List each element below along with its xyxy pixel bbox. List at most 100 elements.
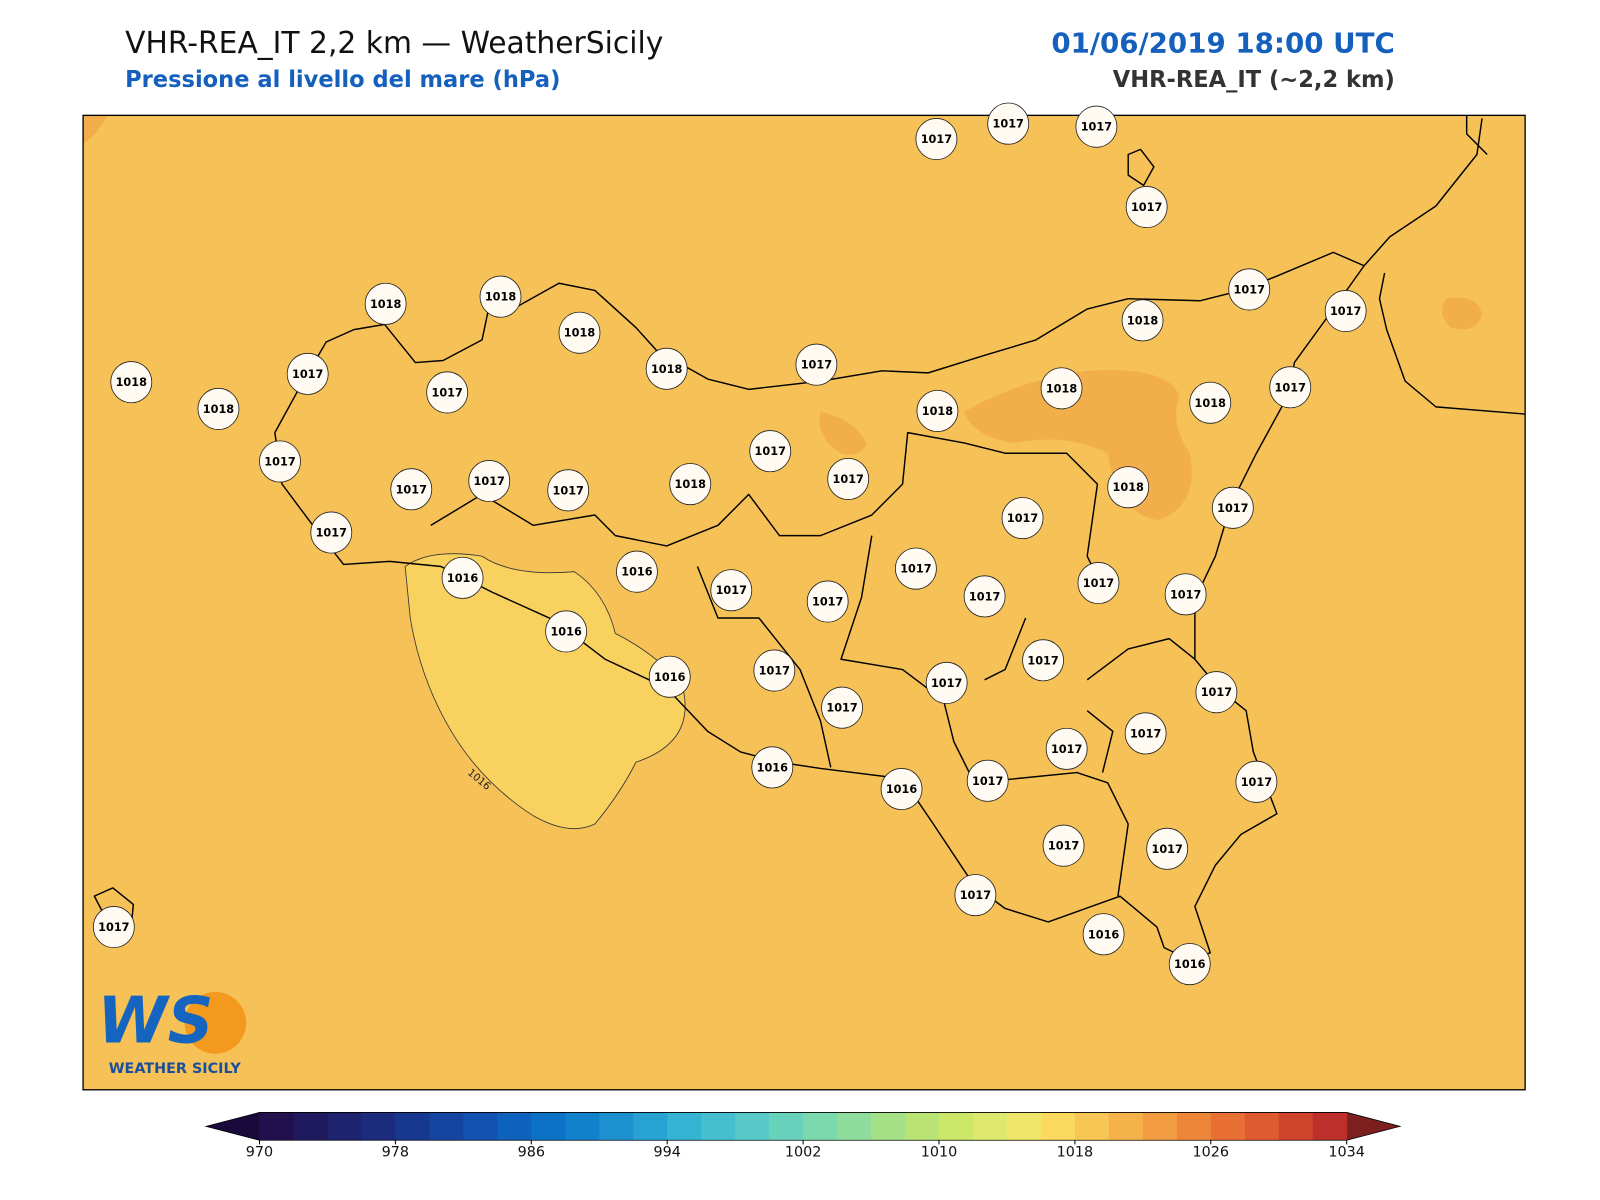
station: 1018 [916, 389, 959, 432]
station-value: 1017 [755, 445, 786, 458]
station: 1017 [1001, 497, 1044, 540]
station: 1016 [616, 550, 658, 593]
station-value: 1018 [203, 403, 235, 416]
station: 1017 [1164, 573, 1207, 616]
contour-1016 [404, 553, 686, 830]
station-value: 1017 [264, 455, 295, 468]
colorbar-bin [633, 1112, 668, 1141]
colorbar-bin [701, 1112, 736, 1141]
station: 1017 [92, 906, 135, 949]
station-value: 1017 [900, 563, 931, 576]
colorbar-bin [1176, 1112, 1212, 1141]
colorbar-bin [1278, 1112, 1314, 1141]
station-value: 1017 [553, 484, 584, 497]
station: 1017 [1077, 561, 1120, 605]
colorbar-bin [905, 1112, 940, 1141]
station: 1018 [1189, 381, 1232, 424]
station: 1017 [954, 874, 997, 917]
colorbar-tick-label: 1018 [1057, 1145, 1094, 1161]
station-marker [1164, 573, 1207, 616]
station-marker [547, 469, 590, 512]
station-value: 1017 [1151, 843, 1182, 856]
station: 1017 [753, 649, 796, 692]
model: VHR-REA_IT (~2,2 km) [1113, 67, 1395, 93]
colorbar-extend-high [1346, 1112, 1400, 1141]
colorbar-bin [599, 1112, 634, 1141]
station-marker [390, 468, 433, 511]
station-value: 1017 [960, 889, 991, 902]
station-value: 1016 [886, 783, 918, 796]
station-value: 1017 [1201, 686, 1232, 699]
station-value: 1017 [1048, 840, 1079, 853]
station-value: 1017 [1007, 512, 1038, 525]
station-value: 1018 [116, 376, 148, 389]
station-value: 1018 [1195, 397, 1227, 410]
station-marker [558, 311, 601, 354]
station-marker [468, 460, 511, 503]
colorbar-bin [769, 1112, 804, 1141]
station: 1017 [286, 352, 329, 395]
station: 1016 [648, 655, 691, 698]
station-value: 1016 [621, 566, 653, 579]
station: 1017 [1324, 290, 1367, 333]
station-marker [197, 387, 240, 430]
station-marker [710, 569, 753, 612]
colorbar-tick-label: 986 [518, 1145, 545, 1161]
logo-text: WEATHER SICILY [109, 1061, 242, 1077]
station-value: 1017 [812, 596, 843, 609]
station-marker [426, 371, 469, 414]
colorbar-tick-label: 1010 [921, 1145, 958, 1161]
station-marker [545, 610, 588, 653]
station-value: 1017 [993, 118, 1024, 131]
station-value: 1016 [1174, 958, 1206, 971]
station-marker [645, 347, 688, 390]
station-marker [110, 361, 153, 404]
station-marker [987, 102, 1030, 145]
station-marker [880, 768, 923, 811]
colorbar-bin [361, 1112, 396, 1141]
station: 1018 [197, 387, 240, 430]
station-value: 1017 [1027, 654, 1058, 667]
colorbar-bin [395, 1112, 430, 1141]
station-value: 1017 [1275, 381, 1306, 394]
station-marker [1082, 913, 1125, 956]
station-marker [925, 661, 968, 704]
station-marker [954, 874, 997, 917]
station-marker [915, 118, 958, 161]
colorbar-bin [1006, 1112, 1042, 1141]
station-marker [1235, 760, 1278, 803]
station-marker [806, 580, 849, 623]
logo-mark: WS [97, 984, 213, 1058]
station: 1017 [966, 759, 1009, 802]
colorbar-bin [1074, 1112, 1110, 1141]
colorbar-bin [565, 1112, 600, 1141]
pressure-area [1442, 297, 1483, 330]
station-value: 1017 [1051, 743, 1082, 756]
station-marker [1042, 824, 1085, 867]
colorbar: 970 978 986 994 1002 1010 1018 1026 1034 [204, 1112, 1402, 1161]
station: 1017 [1228, 268, 1271, 311]
station-value: 1017 [759, 665, 790, 678]
colorbar-tick-label: 970 [246, 1145, 273, 1161]
station-marker [1022, 639, 1064, 682]
colorbar-tick-label: 994 [653, 1145, 680, 1161]
station-marker [1121, 299, 1164, 342]
colorbar-bin [837, 1112, 872, 1141]
map-background [83, 115, 1526, 1090]
station: 1017 [1235, 760, 1278, 803]
station-marker [669, 463, 712, 506]
station: 1018 [558, 311, 601, 354]
station-marker [1189, 381, 1232, 424]
colorbar-bin [735, 1112, 770, 1141]
colorbar-bin [1210, 1112, 1246, 1141]
station-marker [648, 655, 691, 698]
logo: WS WEATHER SICILY [97, 984, 247, 1077]
station-marker [1124, 712, 1167, 755]
station: 1017 [1146, 827, 1189, 870]
station: 1016 [751, 746, 794, 789]
station: 1017 [963, 575, 1006, 618]
station-value: 1017 [1081, 121, 1112, 134]
coastline [93, 115, 1526, 928]
station-marker [963, 575, 1006, 618]
station: 1017 [1125, 186, 1168, 229]
